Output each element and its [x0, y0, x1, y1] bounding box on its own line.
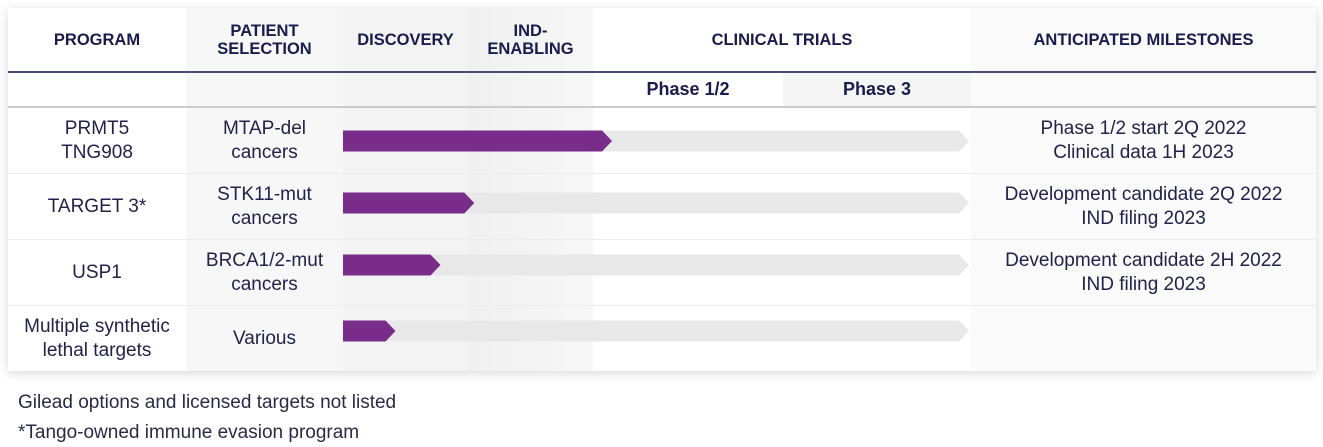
row2-milestone-line1: Development candidate 2Q 2022 — [1004, 183, 1283, 205]
header-program-label: PROGRAM — [53, 30, 141, 49]
row4-program-line2: lethal targets — [42, 339, 152, 361]
row1-milestone-line2: Clinical data 1H 2023 — [1053, 141, 1234, 163]
row1-program: PRMT5 TNG908 — [8, 108, 186, 173]
subheader-phase12: Phase 1/2 — [593, 73, 783, 106]
header-divider — [8, 71, 1316, 73]
subheader-phase3-label: Phase 3 — [842, 79, 912, 99]
progress-bar — [343, 320, 396, 342]
progress-bar — [343, 130, 612, 152]
header-clinical-trials: CLINICAL TRIALS — [593, 8, 971, 71]
header-clinical-trials-label: CLINICAL TRIALS — [711, 30, 853, 49]
row2-selection-line1: STK11-mut — [217, 183, 312, 205]
row-divider — [8, 173, 1316, 174]
header-program: PROGRAM — [8, 8, 186, 71]
progress-track — [343, 192, 969, 214]
discovery-column-shade — [343, 8, 468, 371]
row1-selection-line2: cancers — [231, 141, 298, 163]
row1-selection-line1: MTAP-del — [222, 117, 307, 139]
progress-track — [343, 254, 969, 276]
patient-selection-column-shade — [186, 8, 343, 371]
row3-selection-line1: BRCA1/2-mut — [205, 249, 324, 271]
row3-program: USP1 — [8, 240, 186, 305]
header-ind-enabling: IND- ENABLING — [468, 8, 593, 71]
row1-milestones: Phase 1/2 start 2Q 2022 Clinical data 1H… — [971, 108, 1316, 173]
header-discovery: DISCOVERY — [343, 8, 468, 71]
subheader-divider — [8, 106, 1316, 108]
ind-enabling-column-shade — [468, 8, 593, 371]
progress-bar — [343, 192, 475, 214]
row3-milestones: Development candidate 2H 2022 IND filing… — [971, 240, 1316, 305]
footnote-2: *Tango-owned immune evasion program — [18, 422, 360, 443]
phase3-subheader-shade — [783, 72, 971, 106]
subheader-phase3: Phase 3 — [783, 73, 971, 106]
pipeline-table: PROGRAM PATIENT SELECTION DISCOVERY IND-… — [8, 8, 1316, 371]
row3-selection: BRCA1/2-mut cancers — [186, 240, 343, 305]
header-ind-enabling-line1: IND- — [513, 21, 548, 40]
header-discovery-label: DISCOVERY — [357, 30, 454, 49]
row2-selection: STK11-mut cancers — [186, 174, 343, 239]
row-divider — [8, 239, 1316, 240]
row2-selection-line2: cancers — [231, 207, 298, 229]
row2-milestone-line2: IND filing 2023 — [1081, 207, 1206, 229]
row4-selection-line1: Various — [232, 327, 296, 349]
row2-milestones: Development candidate 2Q 2022 IND filing… — [971, 174, 1316, 239]
footnote-1: Gilead options and licensed targets not … — [18, 392, 397, 413]
row1-program-line1: PRMT5 — [64, 117, 130, 139]
subheader-phase12-label: Phase 1/2 — [646, 79, 730, 99]
progress-bars — [343, 130, 969, 342]
row2-program: TARGET 3* — [8, 174, 186, 239]
row3-milestone-line2: IND filing 2023 — [1081, 273, 1206, 295]
row3-program-line1: USP1 — [72, 261, 122, 283]
milestones-column-shade — [971, 8, 1316, 371]
header-patient-selection-line2: SELECTION — [217, 39, 312, 58]
row1-program-line2: TNG908 — [61, 141, 133, 163]
row1-selection: MTAP-del cancers — [186, 108, 343, 173]
row3-milestone-line1: Development candidate 2H 2022 — [1005, 249, 1282, 271]
row3-selection-line2: cancers — [231, 273, 298, 295]
header-milestones-label: ANTICIPATED MILESTONES — [1033, 30, 1254, 49]
row-divider — [8, 305, 1316, 306]
row1-milestone-line1: Phase 1/2 start 2Q 2022 — [1040, 117, 1247, 139]
header-milestones: ANTICIPATED MILESTONES — [971, 8, 1316, 71]
row2-program-line1: TARGET 3* — [47, 195, 147, 217]
row4-program-line1: Multiple synthetic — [24, 315, 170, 337]
row4-selection: Various — [186, 306, 343, 371]
header-ind-enabling-line2: ENABLING — [487, 39, 574, 58]
progress-track — [343, 320, 969, 342]
progress-bar — [343, 254, 441, 276]
header-patient-selection-line1: PATIENT — [230, 21, 299, 40]
header-patient-selection: PATIENT SELECTION — [186, 8, 343, 71]
row4-program: Multiple synthetic lethal targets — [8, 306, 186, 371]
